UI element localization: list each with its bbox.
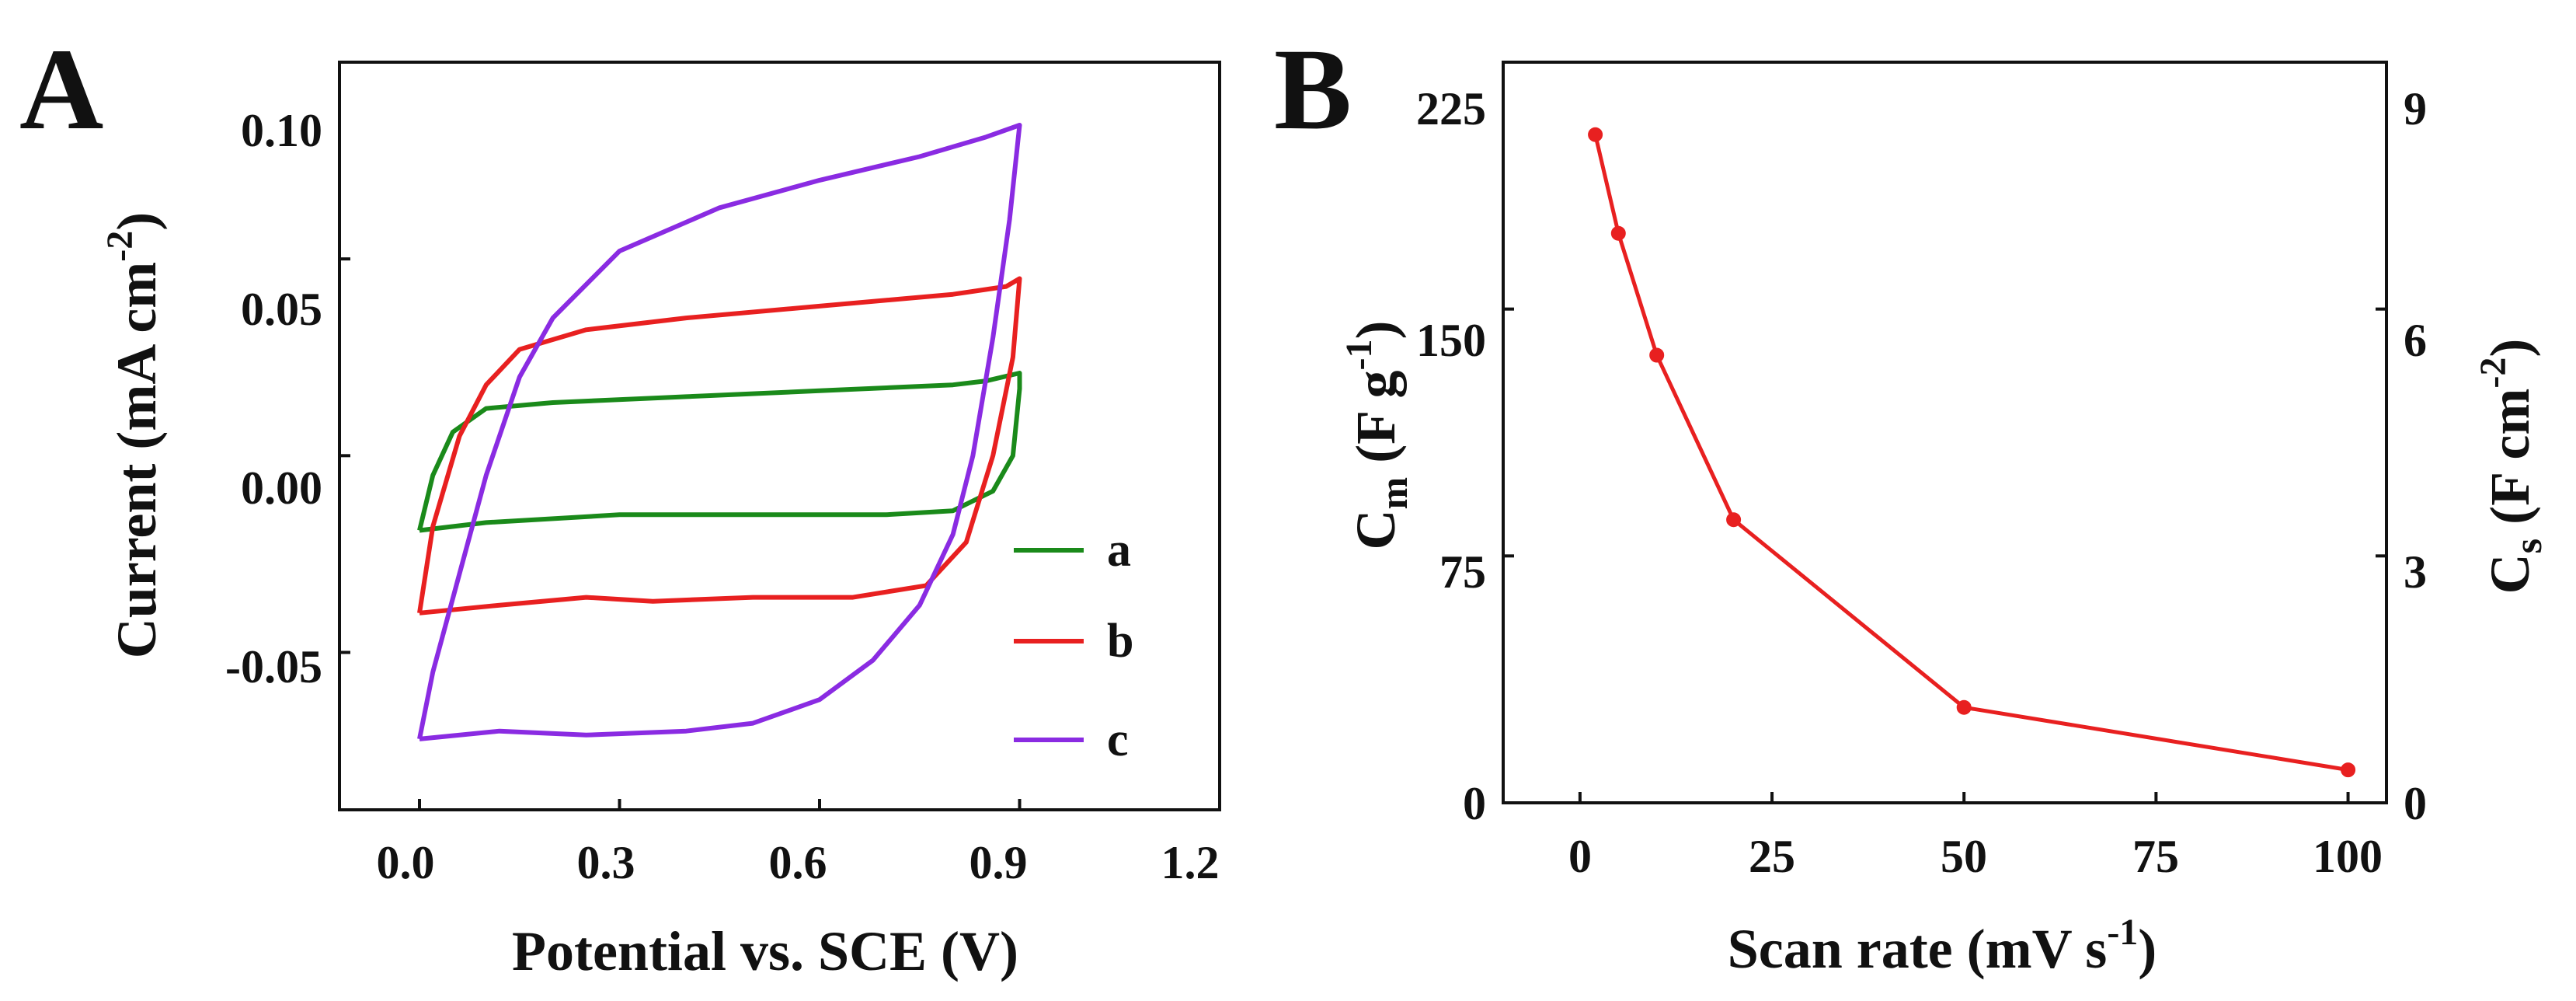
panel-b-yright-tick-2: 6 (2404, 315, 2427, 366)
panel-b-ylabel-right-sub: s (2506, 539, 2550, 553)
panel-b: B 0 25 50 75 100 0 75 150 225 0 3 6 9 Sc… (1274, 25, 2550, 980)
legend-label-c: c (1107, 713, 1129, 766)
panel-b-yright-tick-3: 9 (2404, 83, 2427, 134)
capacitance-point-2 (1649, 347, 1665, 363)
panel-b-yleft-tick-3: 225 (1416, 83, 1486, 134)
capacitance-point-4 (1956, 699, 1972, 715)
cv-curve-a (417, 371, 1022, 533)
panel-b-xtick-3: 75 (2132, 831, 2179, 882)
panel-b-xlabel: Scan rate (mV s-1) (1728, 912, 2157, 980)
panel-b-ylabel-right-main: C (2479, 553, 2541, 594)
panel-b-ylabel-right-rest: (F cm (2479, 389, 2541, 539)
panel-a-ytick-1: 0.05 (241, 284, 322, 335)
panel-b-ticks (1503, 61, 2386, 804)
panel-b-ylabel-right-close: ) (2479, 339, 2541, 358)
panel-a: A 0.0 0.3 0.6 0.9 1.2 0.10 0.05 0.00 -0.… (19, 25, 1221, 982)
panel-a-ytick-0: 0.10 (241, 105, 322, 156)
panel-b-xtick-2: 50 (1941, 831, 1987, 882)
panel-b-ylabel-left-sup: -1 (1338, 340, 1380, 371)
panel-a-ticks (339, 61, 1221, 810)
panel-a-ytick-3: -0.05 (225, 641, 322, 692)
panel-a-xtick-0: 0.0 (377, 837, 435, 888)
capacitance-point-3 (1726, 512, 1742, 528)
panel-a-ytick-2: 0.00 (241, 462, 322, 514)
cv-curve-c (417, 123, 1022, 741)
panel-b-yright-tick-0: 0 (2404, 778, 2427, 829)
panel-b-plot-frame (1502, 61, 2388, 804)
panel-b-yleft-tick-2: 150 (1416, 315, 1486, 366)
panel-b-ylabel-left-rest: (F g (1345, 371, 1407, 477)
panel-b-ylabel-left-main: C (1345, 509, 1407, 549)
panel-b-xtick-4: 100 (2313, 831, 2383, 882)
panel-b-ylabel-left: Cm (F g-1) (1338, 321, 1415, 550)
capacitance-point-0 (1588, 127, 1603, 142)
panel-b-ylabel-right-sup: -2 (2473, 358, 2514, 389)
panel-a-label: A (19, 25, 103, 154)
capacitance-point-5 (2341, 762, 2356, 778)
legend-label-b: b (1107, 615, 1133, 668)
panel-b-label: B (1274, 25, 1352, 154)
panel-b-ylabel-left-sub: m (1372, 477, 1415, 510)
panel-a-ylabel-close: ) (106, 212, 168, 231)
panel-b-xtick-0: 0 (1568, 831, 1592, 882)
capacitance-line (1593, 134, 2349, 773)
panel-b-yleft-tick-0: 0 (1463, 778, 1486, 829)
panel-a-plot-frame (338, 61, 1221, 811)
panel-a-xlabel: Potential vs. SCE (V) (512, 920, 1018, 982)
panel-b-xtick-1: 25 (1749, 831, 1795, 882)
panel-b-curve (1588, 127, 2356, 778)
panel-b-yleft-tick-1: 75 (1439, 546, 1486, 598)
panel-a-xtick-3: 0.9 (969, 837, 1028, 888)
capacitance-point-1 (1610, 225, 1626, 241)
panel-b-yright-tick-1: 3 (2404, 546, 2427, 598)
panel-b-ylabel-right: Cs (F cm-2) (2473, 339, 2550, 595)
panel-a-xtick-2: 0.6 (769, 837, 827, 888)
panel-b-xlabel-sup: -1 (2107, 912, 2138, 953)
panel-a-xtick-1: 0.3 (577, 837, 635, 888)
panel-a-ylabel-main: Current (mA cm (106, 262, 168, 659)
panel-b-xlabel-main: Scan rate (mV s (1728, 918, 2108, 980)
legend-label-a: a (1107, 524, 1131, 577)
panel-a-xtick-4: 1.2 (1161, 837, 1220, 888)
panel-b-ylabel-left-close: ) (1345, 321, 1407, 340)
panel-a-ylabel-sup: -2 (99, 231, 141, 262)
panel-b-xlabel-close: ) (2138, 918, 2157, 980)
panel-a-ylabel: Current (mA cm-2) (99, 212, 168, 659)
panel-a-curves (417, 123, 1022, 741)
cv-curve-b (417, 276, 1022, 616)
panel-a-legend: a b c (1014, 524, 1133, 766)
